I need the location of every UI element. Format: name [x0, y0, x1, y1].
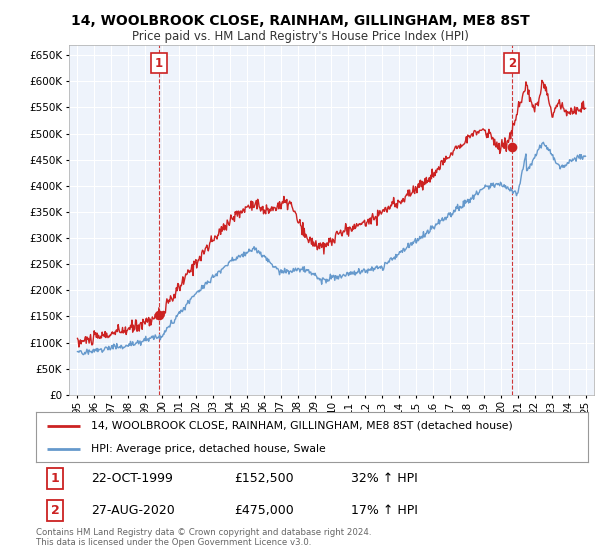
- Text: Contains HM Land Registry data © Crown copyright and database right 2024.
This d: Contains HM Land Registry data © Crown c…: [36, 528, 371, 547]
- Text: £152,500: £152,500: [235, 472, 295, 485]
- Text: 17% ↑ HPI: 17% ↑ HPI: [350, 504, 418, 517]
- Text: HPI: Average price, detached house, Swale: HPI: Average price, detached house, Swal…: [91, 444, 326, 454]
- Text: Price paid vs. HM Land Registry's House Price Index (HPI): Price paid vs. HM Land Registry's House …: [131, 30, 469, 43]
- Text: 1: 1: [51, 472, 59, 485]
- Text: 14, WOOLBROOK CLOSE, RAINHAM, GILLINGHAM, ME8 8ST (detached house): 14, WOOLBROOK CLOSE, RAINHAM, GILLINGHAM…: [91, 421, 513, 431]
- Text: 32% ↑ HPI: 32% ↑ HPI: [350, 472, 418, 485]
- Text: £475,000: £475,000: [235, 504, 295, 517]
- Text: 14, WOOLBROOK CLOSE, RAINHAM, GILLINGHAM, ME8 8ST: 14, WOOLBROOK CLOSE, RAINHAM, GILLINGHAM…: [71, 14, 529, 28]
- Text: 22-OCT-1999: 22-OCT-1999: [91, 472, 173, 485]
- Text: 27-AUG-2020: 27-AUG-2020: [91, 504, 175, 517]
- Text: 1: 1: [155, 57, 163, 69]
- Text: 2: 2: [51, 504, 59, 517]
- Text: 2: 2: [508, 57, 516, 69]
